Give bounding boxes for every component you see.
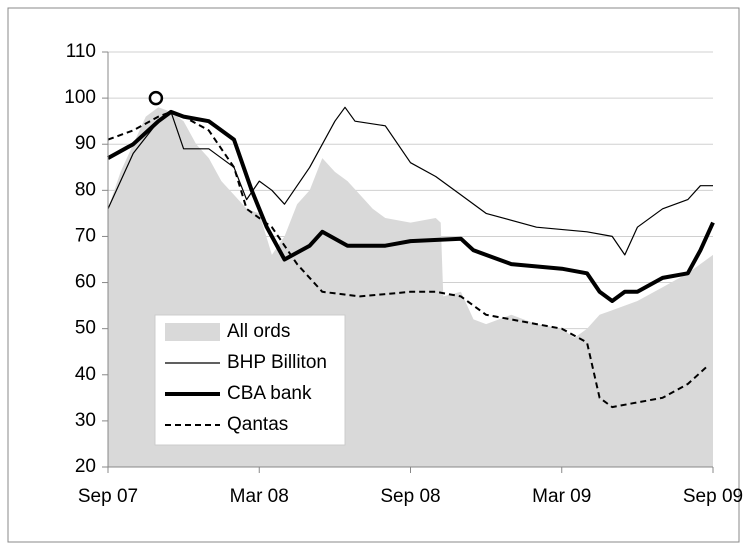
y-tick-label: 70 xyxy=(75,225,96,246)
y-tick-label: 30 xyxy=(75,410,96,431)
highlight-marker xyxy=(148,90,164,106)
legend-label: All ords xyxy=(227,321,290,342)
legend-label: CBA bank xyxy=(227,383,312,404)
y-tick-label: 20 xyxy=(75,456,96,477)
legend-label: BHP Billiton xyxy=(227,352,327,373)
x-tick-label: Sep 07 xyxy=(78,486,138,507)
x-tick-label: Mar 08 xyxy=(230,486,289,507)
y-tick-label: 110 xyxy=(66,41,96,62)
x-tick-label: Sep 08 xyxy=(380,486,440,507)
legend-swatch xyxy=(165,323,220,341)
legend-label: Qantas xyxy=(227,414,288,435)
y-tick-label: 40 xyxy=(75,364,96,385)
y-tick-label: 50 xyxy=(75,318,96,339)
y-tick-label: 100 xyxy=(64,87,96,108)
y-tick-label: 90 xyxy=(75,133,96,154)
x-tick-label: Mar 09 xyxy=(532,486,591,507)
line xyxy=(107,110,709,409)
line xyxy=(107,106,713,256)
y-tick-label: 60 xyxy=(75,272,96,293)
x-tick-label: Sep 09 xyxy=(683,486,743,507)
y-tick-label: 80 xyxy=(75,179,96,200)
line xyxy=(107,109,715,303)
